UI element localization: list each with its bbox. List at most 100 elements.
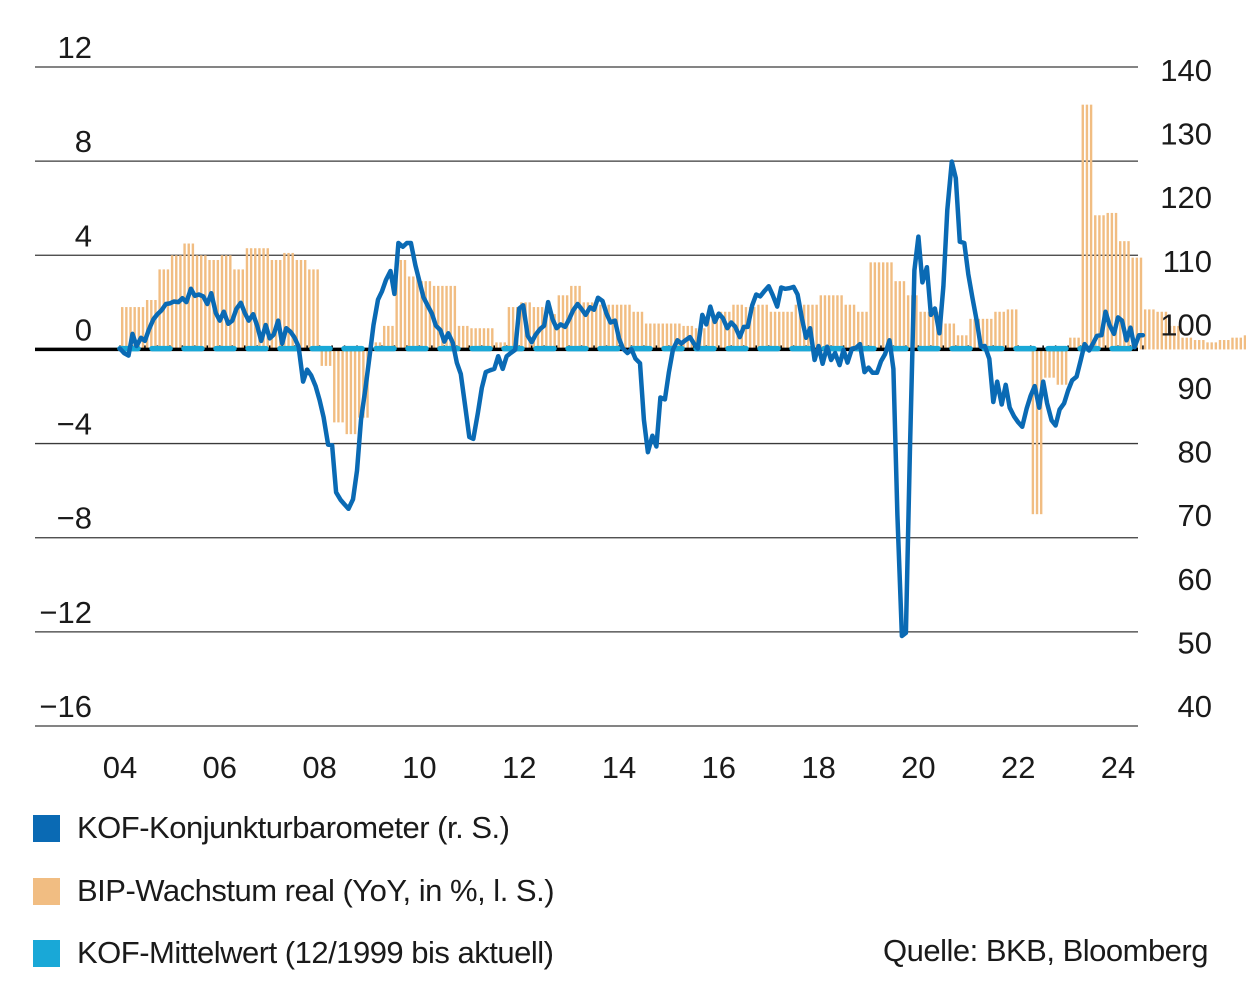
- legend-swatch-mean: [33, 939, 60, 967]
- right-axis-tick-label: 100: [1160, 307, 1212, 342]
- gdp-bar: [644, 323, 648, 350]
- gdp-bar: [137, 307, 141, 350]
- gdp-bar: [254, 248, 257, 350]
- gdp-bar: [291, 252, 294, 350]
- right-axis-ticks: 140 130 120 110 100 90 80 70 60 50 40: [1160, 53, 1212, 724]
- gdp-bar: [711, 314, 714, 350]
- gdp-bar: [1193, 340, 1197, 350]
- gdp-bar: [611, 304, 615, 350]
- gdp-bar: [486, 328, 490, 350]
- gdp-bar: [994, 311, 997, 350]
- gdp-bar: [798, 304, 802, 350]
- gdp-bar: [195, 255, 199, 350]
- gdp-bar: [391, 325, 394, 350]
- gdp-bar: [1073, 337, 1076, 350]
- right-axis-tick-label: 90: [1178, 371, 1212, 406]
- gdp-bar: [574, 285, 577, 350]
- gdp-bar: [1064, 349, 1068, 385]
- gdp-bar: [869, 262, 872, 350]
- gdp-bar: [457, 325, 461, 350]
- gdp-bar: [586, 302, 590, 350]
- gdp-bar: [1222, 340, 1226, 350]
- right-axis-tick-label: 140: [1160, 53, 1212, 88]
- gdp-bar: [703, 328, 706, 350]
- gdp-bar: [1131, 257, 1134, 350]
- gdp-bar: [362, 349, 365, 418]
- x-axis-tick-label: 22: [1001, 750, 1035, 785]
- x-axis-tick-label: 12: [502, 750, 536, 785]
- gdp-bar: [208, 259, 211, 350]
- gdp-bar: [848, 304, 852, 350]
- right-axis-tick-label: 50: [1178, 625, 1212, 660]
- gdp-bar: [403, 259, 407, 350]
- right-axis-tick-label: 120: [1160, 180, 1212, 215]
- gdp-bar: [773, 311, 777, 350]
- gdp-bar: [1185, 337, 1188, 350]
- gdp-bar: [678, 323, 681, 350]
- kof-line: [117, 159, 1146, 639]
- gdp-bar: [1089, 104, 1093, 350]
- gdp-bar: [811, 304, 814, 350]
- gdp-bar: [1168, 325, 1172, 350]
- gdp-bar: [200, 255, 203, 350]
- gdp-bar: [229, 255, 232, 350]
- x-axis-tick-label: 06: [203, 750, 237, 785]
- gdp-bar: [1006, 309, 1010, 350]
- gdp-bar: [1077, 337, 1080, 350]
- gdp-bar: [528, 302, 531, 350]
- gdp-bar: [358, 349, 361, 418]
- right-axis-tick-label: 60: [1178, 562, 1212, 597]
- gdp-bar: [520, 302, 523, 350]
- gdp-bar: [1198, 340, 1201, 350]
- left-axis-ticks: 12 8 4 0 −4 −8 −12 −16: [39, 30, 92, 724]
- gdp-bar: [1148, 309, 1151, 350]
- gdp-bar: [1106, 212, 1109, 350]
- gdp-bar: [1114, 212, 1118, 350]
- gdp-bar: [599, 304, 602, 350]
- gdp-bar: [461, 325, 465, 350]
- legend-swatch-kof: [33, 814, 60, 842]
- gdp-bar: [707, 314, 710, 350]
- gdp-bars: [121, 104, 1246, 515]
- gdp-bar: [1243, 335, 1246, 350]
- gdp-bar: [640, 311, 644, 350]
- gdp-bar: [129, 307, 132, 350]
- gdp-bar: [270, 259, 274, 350]
- gdp-bar: [919, 311, 922, 350]
- gdp-bar: [852, 304, 856, 350]
- gdp-bar: [424, 281, 427, 350]
- gdp-bar: [624, 304, 627, 350]
- gdp-bar: [1069, 337, 1072, 350]
- gdp-bar: [578, 285, 581, 350]
- gdp-bar: [1123, 241, 1126, 350]
- gdp-bar: [453, 285, 457, 350]
- gdp-bar: [295, 259, 299, 350]
- right-axis-tick-label: 40: [1178, 689, 1212, 724]
- left-axis-tick-label: 0: [75, 312, 92, 347]
- gdp-bar: [582, 302, 585, 350]
- gdp-bar: [981, 318, 985, 350]
- gdp-bar: [220, 255, 224, 350]
- gdp-bar: [266, 248, 269, 350]
- gdp-bar: [657, 323, 660, 350]
- gdp-bar: [287, 252, 290, 350]
- gdp-bar: [723, 311, 727, 350]
- gdp-bar: [1156, 311, 1159, 350]
- gdp-bar: [620, 304, 623, 350]
- gdp-bar: [449, 285, 452, 350]
- gdp-bar: [877, 262, 881, 350]
- gdp-bar: [511, 307, 515, 350]
- x-axis-tick-label: 08: [302, 750, 336, 785]
- gdp-bar: [595, 304, 598, 350]
- gdp-bar: [262, 248, 265, 350]
- gdp-bar: [1085, 104, 1089, 350]
- gdp-bar: [632, 311, 635, 350]
- x-axis-ticks: 04 06 08 10 12 14 16 18 20 22 24: [103, 750, 1135, 785]
- gdp-bar: [794, 304, 798, 350]
- gdp-bar: [1189, 337, 1193, 350]
- gdp-bar: [437, 285, 440, 350]
- gdp-bar: [923, 311, 926, 350]
- gdp-bar: [832, 295, 835, 350]
- gdp-bar: [827, 295, 831, 350]
